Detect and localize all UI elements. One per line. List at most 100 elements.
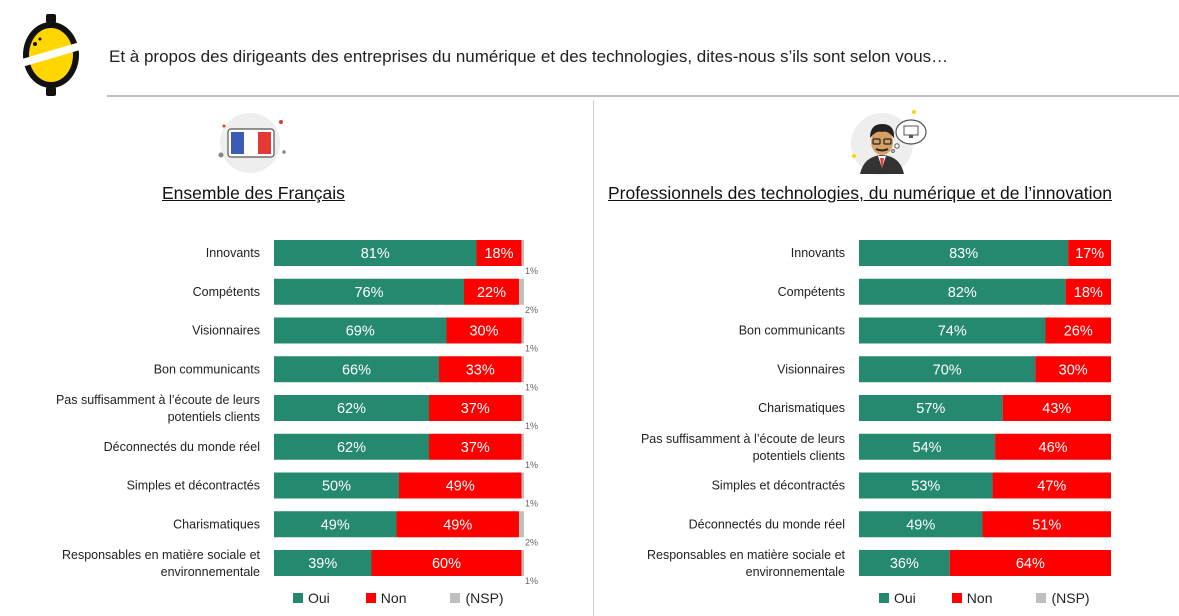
data-label-oui: 83% <box>949 246 978 262</box>
bar-segment-oui <box>274 550 372 576</box>
data-label-nsp: 1% <box>525 460 538 470</box>
legend-left: Oui Non (NSP) <box>293 590 504 606</box>
category-label: Charismatiques <box>173 517 260 531</box>
data-label-non: 22% <box>477 285 506 301</box>
data-label-non: 37% <box>461 401 490 417</box>
data-label-oui: 57% <box>916 401 945 417</box>
data-label-nsp: 1% <box>525 499 538 509</box>
data-label-non: 51% <box>1032 517 1061 533</box>
data-label-oui: 36% <box>890 556 919 572</box>
data-label-oui: 62% <box>337 401 366 417</box>
data-label-oui: 50% <box>322 479 351 495</box>
bar-segment-non <box>1045 317 1111 344</box>
category-label: Innovants <box>206 246 260 260</box>
bar-segment-oui <box>859 472 993 499</box>
data-label-oui: 74% <box>938 324 967 340</box>
category-label: Déconnectés du monde réel <box>104 440 260 454</box>
bar-segment-nsp <box>521 550 524 576</box>
legend-label-non: Non <box>966 590 993 606</box>
legend-swatch-non <box>365 593 376 603</box>
bar-segment-oui <box>859 511 983 538</box>
legend-item-oui: Oui <box>293 590 330 606</box>
data-label-non: 49% <box>443 517 472 533</box>
bar-segment-oui <box>859 317 1046 344</box>
bar-segment-oui <box>274 433 429 460</box>
bar-segment-nsp <box>521 433 524 460</box>
data-label-non: 30% <box>469 324 498 340</box>
bar-segment-non <box>1035 356 1111 383</box>
data-label-non: 30% <box>1059 362 1088 378</box>
data-label-nsp: 1% <box>525 576 538 586</box>
category-label: Simples et décontractés <box>712 479 845 493</box>
data-label-oui: 62% <box>337 440 366 456</box>
data-label-nsp: 2% <box>525 537 538 547</box>
bar-segment-non <box>371 550 522 576</box>
category-label: Simples et décontractés <box>127 479 260 493</box>
bar-segment-oui <box>274 240 477 266</box>
data-label-oui: 76% <box>354 285 383 301</box>
brand-logo-icon <box>22 14 80 96</box>
data-label-oui: 49% <box>321 517 350 533</box>
data-label-non: 46% <box>1039 440 1068 456</box>
bar-segment-nsp <box>519 278 524 305</box>
bar-segment-nsp <box>521 356 524 383</box>
bar-segment-nsp <box>521 395 524 421</box>
bar-segment-nsp <box>521 317 524 344</box>
category-label: Charismatiques <box>758 401 845 415</box>
category-label: Pas suffisamment à l’écoute de leurs pote… <box>56 393 260 424</box>
category-label: Visionnaires <box>777 362 845 376</box>
french-flag-icon <box>218 113 286 173</box>
bar-segment-non <box>982 511 1111 538</box>
tech-professional-icon <box>851 110 927 175</box>
bar-segment-oui <box>859 278 1066 305</box>
legend-item-non: Non <box>365 590 407 606</box>
data-label-non: 37% <box>461 440 490 456</box>
data-label-oui: 49% <box>906 517 935 533</box>
question-text: Et à propos des dirigeants des entrepris… <box>109 47 949 66</box>
legend-label-non: Non <box>380 590 407 606</box>
legend-item-nsp: (NSP) <box>450 590 504 606</box>
bar-segment-oui <box>859 395 1003 421</box>
data-label-nsp: 1% <box>525 382 538 392</box>
legend-swatch-oui <box>293 593 303 603</box>
bar-segment-oui <box>274 356 439 383</box>
header-rule <box>107 95 1179 97</box>
bar-segment-non <box>429 433 522 460</box>
bar-segment-oui <box>859 550 950 576</box>
data-label-non: 60% <box>432 556 461 572</box>
bar-segment-oui <box>274 511 397 538</box>
legend-label-oui: Oui <box>894 590 916 606</box>
data-label-nsp: 1% <box>525 344 538 354</box>
data-label-nsp: 1% <box>525 266 538 276</box>
data-label-non: 49% <box>446 479 475 495</box>
data-label-oui: 82% <box>948 285 977 301</box>
bar-segment-oui <box>859 356 1036 383</box>
data-label-nsp: 2% <box>525 305 538 315</box>
data-label-nsp: 1% <box>525 421 538 431</box>
legend-item-oui: Oui <box>879 590 916 606</box>
category-label: Compétents <box>193 285 260 299</box>
category-label: Compétents <box>778 285 845 299</box>
data-label-non: 18% <box>1074 285 1103 301</box>
category-label: Visionnaires <box>192 324 260 338</box>
data-label-oui: 39% <box>308 556 337 572</box>
bar-segment-non <box>446 317 522 344</box>
legend-label-nsp: (NSP) <box>465 590 504 606</box>
category-label: Bon communicants <box>154 362 260 376</box>
bar-segment-oui <box>859 433 996 460</box>
category-label: Responsables en matière sociale et enviro… <box>62 548 261 579</box>
bar-segment-nsp <box>519 511 524 538</box>
data-label-non: 17% <box>1075 246 1104 262</box>
category-label: Innovants <box>791 246 845 260</box>
legend-right: Oui Non (NSP) <box>879 590 1090 606</box>
bar-segment-nsp <box>521 240 524 266</box>
bar-segment-non <box>476 240 522 266</box>
bar-segment-non <box>464 278 519 305</box>
bar-segment-non <box>1002 395 1111 421</box>
category-label: Responsables en matière sociale et enviro… <box>647 548 846 579</box>
bar-segment-oui <box>859 240 1069 266</box>
bar-segment-non <box>1065 278 1111 305</box>
bar-segment-non <box>396 511 519 538</box>
bar-segment-oui <box>274 472 399 499</box>
